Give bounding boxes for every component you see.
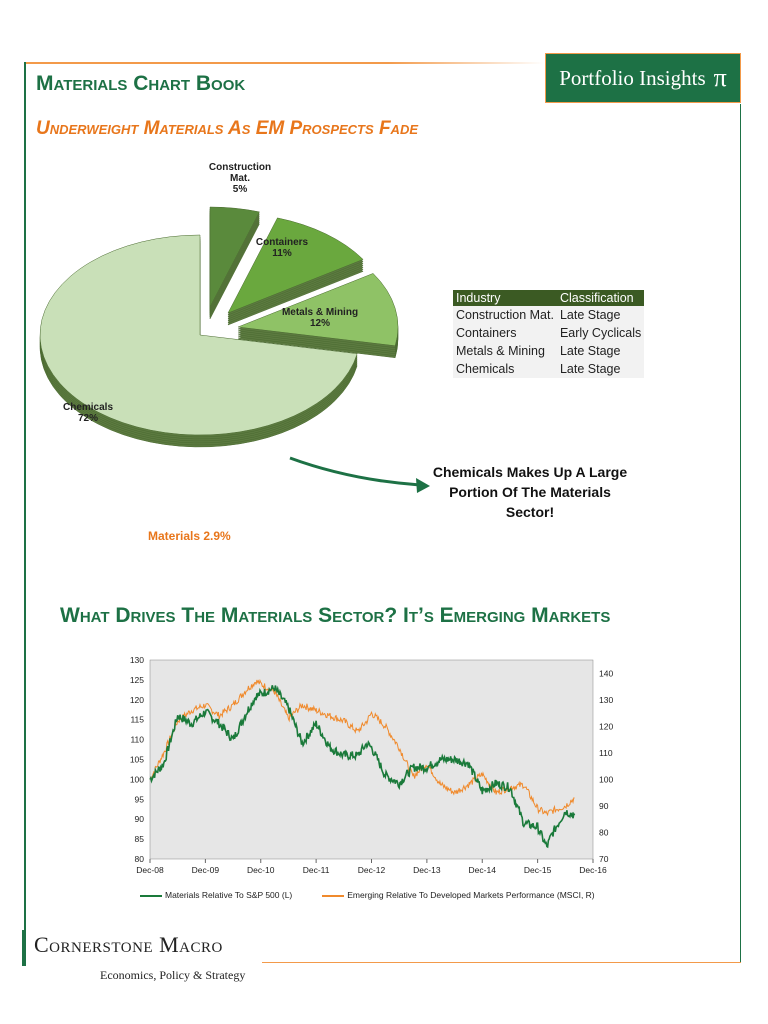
x-tick: Dec-10 [247,865,275,875]
legend-swatch [322,894,345,897]
x-tick: Dec-11 [303,865,330,875]
y-tick-left: 110 [130,735,144,745]
line-chart: 80 85 90 95 100 105 110 115 120 125 130 70 80 90 100 11… [130,655,614,875]
y-tick-left: 100 [130,774,144,784]
table-cell: Containers [453,324,557,342]
portfolio-insights-badge: Portfolio Insights π [545,53,741,103]
pie-slice [209,206,260,320]
x-tick: Dec-14 [469,865,497,875]
y-tick-left: 115 [130,715,144,725]
y-tick-left: 130 [130,655,144,665]
y-tick-right: 80 [599,827,609,837]
page-title: Materials Chart Book [36,72,246,95]
top-rule [24,62,544,64]
table-row: Construction Mat. Late Stage [453,306,645,324]
series-line [149,685,576,849]
callout-text: Chemicals Makes Up A Large Portion Of Th… [432,464,628,520]
y-tick-right: 110 [599,748,613,758]
x-tick: Dec-12 [358,865,386,875]
arrow-head-icon [416,478,430,493]
callout-arrow [289,456,421,487]
table-row: Chemicals Late Stage [453,360,645,378]
y-tick-left: 90 [135,814,145,824]
plot-area [149,659,594,860]
table-cell: Late Stage [556,342,645,360]
legend-swatch [140,894,162,897]
y-tick-right: 130 [599,695,613,705]
bottom-rule [262,962,741,963]
y-tick-left: 125 [130,675,144,685]
table-cell: Chemicals [453,360,557,378]
y-tick-right: 90 [599,801,609,811]
logo-bar [22,930,26,966]
y-tick-right: 140 [599,668,613,678]
table-cell: Late Stage [556,306,645,324]
brand-text: Portfolio Insights [559,65,706,90]
y-tick-left: 85 [135,834,145,844]
table-cell: Construction Mat. [453,306,557,324]
table-row: Metals & Mining Late Stage [453,342,645,360]
y-tick-left: 95 [135,794,145,804]
legend-label: Emerging Relative To Developed Markets P… [347,890,595,900]
pie-slice [237,273,399,359]
table-cell: Metals & Mining [453,342,557,360]
y-tick-left: 80 [135,854,145,864]
section1-title: Underweight Materials As EM Prospects Fa… [36,118,418,139]
pie-label: Chemicals 72% [63,402,113,424]
y-tick-right: 100 [599,774,613,784]
x-tick: Dec-16 [579,865,607,875]
pie-label: Metals & Mining 12% [282,307,358,329]
y-tick-right: 120 [599,721,613,731]
right-border [740,104,741,962]
pie-slice [39,234,358,448]
legend-item: Materials Relative To S&P 500 (L) [140,890,292,900]
left-border [24,62,26,962]
chart-legend: Materials Relative To S&P 500 (L) Emergi… [140,890,595,900]
industry-table: Industry Classification Construction Mat.… [453,290,645,378]
y-tick-left: 120 [130,695,144,705]
pie-label: Construction Mat. 5% [209,162,271,195]
logo-name: Cornerstone Macro [34,932,223,957]
x-tick: Dec-15 [524,865,552,875]
y-tick-left: 105 [130,755,144,765]
col-header: Industry [453,290,557,306]
table-row: Containers Early Cyclicals [453,324,645,342]
legend-label: Materials Relative To S&P 500 (L) [165,890,293,900]
section2-title: What Drives The Materials Sector? It’s E… [60,604,611,627]
table-cell: Late Stage [556,360,645,378]
pi-icon: π [713,63,727,92]
legend-item: Emerging Relative To Developed Markets P… [322,890,595,900]
x-tick: Dec-13 [413,865,441,875]
logo-tagline: Economics, Policy & Strategy [100,968,246,982]
x-tick: Dec-08 [136,865,164,875]
pie-chart: Chemicals 72% Construction Mat. 5% Containers… [39,162,430,493]
pie-label: Containers 11% [256,237,309,259]
table-cell: Early Cyclicals [556,324,645,342]
pie-slice [227,217,364,326]
materials-weight: Materials 2.9% [148,529,231,543]
col-header: Classification [556,290,645,306]
y-tick-right: 70 [599,854,609,864]
x-tick: Dec-09 [192,865,220,875]
